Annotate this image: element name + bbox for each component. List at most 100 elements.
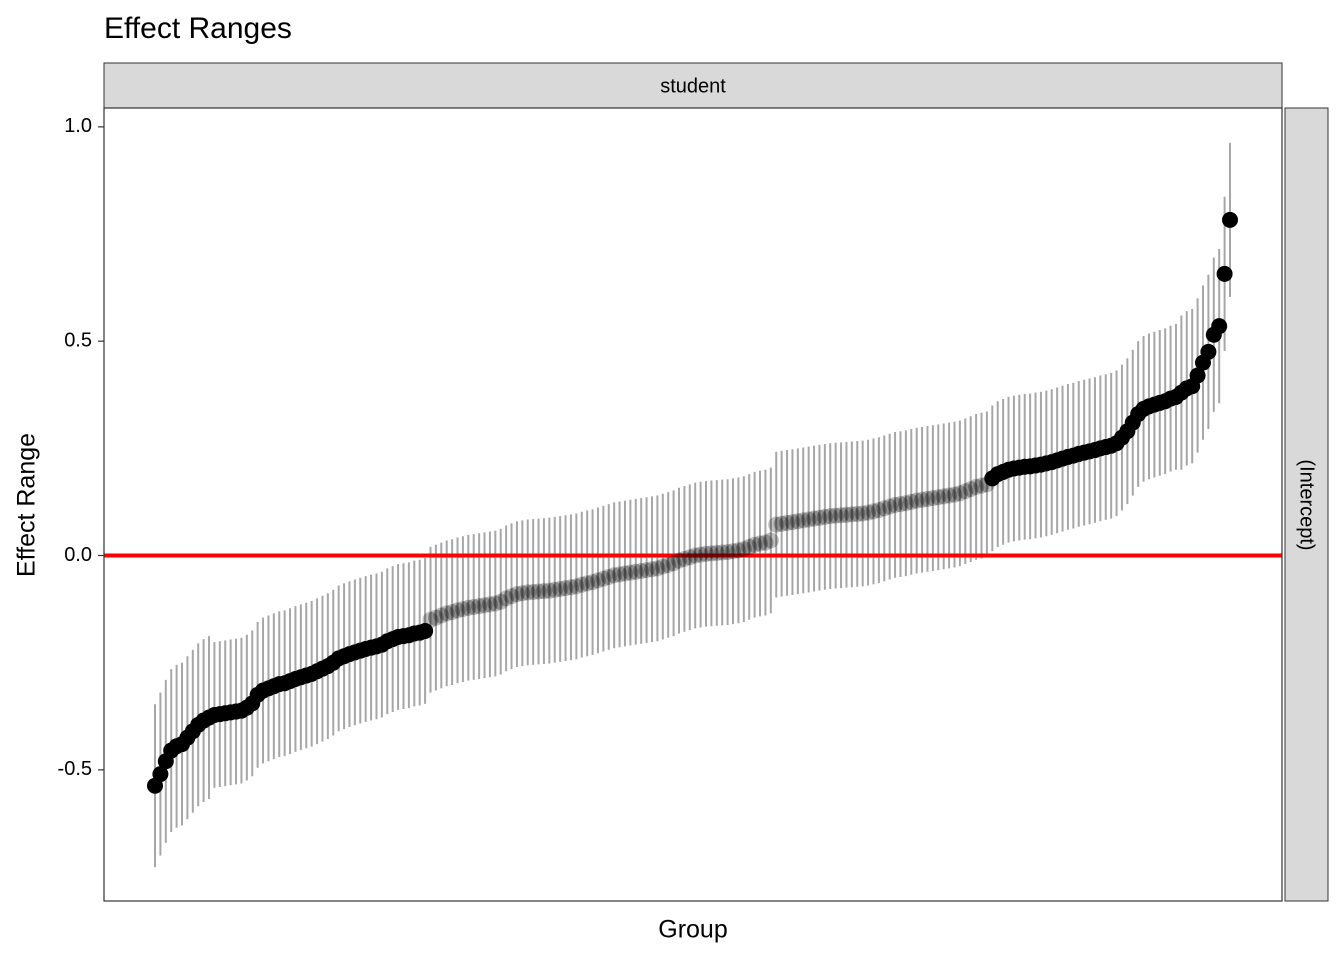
point — [525, 583, 542, 600]
point — [417, 622, 434, 639]
point — [681, 549, 698, 566]
point — [773, 515, 790, 532]
point — [638, 562, 655, 579]
y-tick-label: 0.0 — [64, 544, 92, 566]
point — [968, 478, 985, 495]
point — [822, 508, 839, 525]
point — [616, 565, 633, 582]
point — [471, 598, 488, 615]
point — [1222, 211, 1238, 228]
point — [454, 601, 471, 618]
facet-label: student — [660, 75, 726, 97]
point — [897, 495, 914, 512]
point — [698, 545, 715, 562]
point — [552, 580, 569, 597]
point — [530, 583, 547, 600]
point — [854, 505, 871, 522]
point — [870, 502, 887, 519]
row-strip — [1284, 107, 1329, 902]
point — [503, 588, 520, 605]
point — [843, 506, 860, 523]
point — [946, 486, 963, 503]
point — [573, 576, 590, 593]
point — [795, 512, 812, 529]
point — [951, 485, 968, 502]
plot-area — [104, 142, 1282, 868]
point — [535, 583, 552, 600]
panel-border — [103, 107, 1283, 902]
point — [735, 541, 752, 558]
point — [541, 582, 558, 599]
point — [152, 766, 169, 783]
point — [584, 574, 601, 591]
point — [784, 514, 801, 531]
point — [779, 514, 796, 531]
point — [800, 511, 817, 528]
point — [860, 504, 877, 521]
point — [838, 506, 855, 523]
point — [833, 507, 850, 524]
point — [519, 584, 536, 601]
point — [606, 567, 623, 584]
chart-title: Effect Ranges — [104, 12, 292, 45]
point — [827, 507, 844, 524]
point — [508, 586, 525, 603]
point — [622, 564, 639, 581]
y-tick-label: 0.5 — [64, 329, 92, 351]
point — [762, 532, 779, 549]
point — [611, 566, 628, 583]
point — [746, 536, 763, 553]
point — [579, 575, 596, 592]
point — [627, 563, 644, 580]
point — [498, 590, 515, 607]
point — [595, 570, 612, 587]
y-axis-title: Effect Range — [13, 433, 41, 577]
point — [546, 581, 563, 598]
point — [865, 503, 882, 520]
point — [1211, 318, 1228, 335]
y-tick-label: -0.5 — [58, 758, 92, 780]
point — [557, 580, 574, 597]
point — [562, 579, 579, 596]
point — [914, 491, 931, 508]
point — [757, 534, 774, 551]
facet-strip — [103, 62, 1283, 109]
point — [654, 558, 671, 575]
point — [665, 555, 682, 572]
point — [714, 544, 731, 561]
point — [692, 546, 709, 563]
point — [600, 568, 617, 585]
point — [849, 505, 866, 522]
point — [568, 578, 585, 595]
point — [703, 545, 720, 562]
point — [433, 607, 450, 624]
point — [892, 496, 909, 513]
point — [789, 513, 806, 530]
point — [465, 598, 482, 615]
point — [422, 611, 439, 628]
point — [903, 493, 920, 510]
point — [660, 556, 677, 573]
point — [444, 604, 461, 621]
point — [427, 609, 444, 626]
x-axis-title: Group — [658, 916, 727, 944]
point — [730, 542, 747, 559]
point — [881, 498, 898, 515]
point — [741, 538, 758, 555]
point — [687, 547, 704, 564]
point — [924, 490, 941, 507]
point — [438, 605, 455, 622]
point — [941, 487, 958, 504]
point — [449, 602, 466, 619]
point — [487, 595, 504, 612]
point — [719, 544, 736, 561]
point — [649, 560, 666, 577]
point — [768, 516, 785, 533]
strip-label: (Intercept) — [1296, 459, 1318, 550]
point — [1200, 343, 1217, 360]
point — [633, 562, 650, 579]
point — [919, 490, 936, 507]
point — [908, 492, 925, 509]
point — [476, 597, 493, 614]
